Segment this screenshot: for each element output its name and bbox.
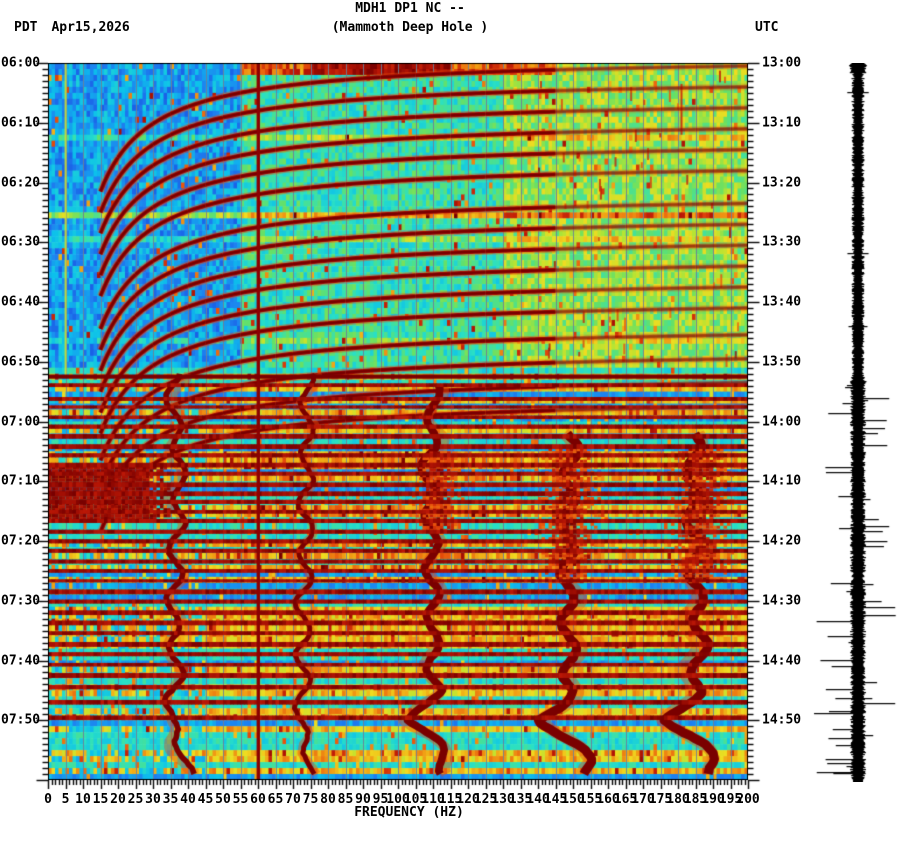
freq-tick-label: 95 — [372, 792, 389, 807]
freq-tick-label: 165 — [613, 792, 638, 807]
freq-tick-label: 65 — [267, 792, 284, 807]
left-time-label: 06:20 — [1, 175, 41, 190]
right-time-label: 13:50 — [762, 354, 802, 370]
freq-tick-label: 40 — [180, 792, 196, 807]
left-time-label: 06:40 — [1, 294, 41, 310]
freq-tick-label: 170 — [631, 792, 655, 807]
freq-tick-label: 75 — [302, 792, 319, 807]
freq-tick-label: 70 — [285, 792, 301, 807]
left-time-label: 06:00 — [1, 55, 41, 71]
freq-tick-label: 35 — [162, 792, 179, 807]
right-time-label: 14:30 — [762, 593, 802, 609]
freq-tick-label: 160 — [596, 792, 620, 807]
freq-tick-label: 150 — [561, 792, 585, 807]
freq-tick-label: 125 — [473, 792, 498, 807]
left-time-label: 06:10 — [1, 115, 41, 131]
freq-tick-label: 130 — [491, 792, 515, 807]
freq-tick-label: 10 — [75, 792, 91, 807]
right-time-label: 13:30 — [762, 234, 802, 250]
freq-tick-label: 120 — [456, 792, 480, 807]
freq-tick-label: 100 — [386, 792, 410, 807]
right-time-label: 13:00 — [762, 55, 802, 71]
left-time-label: 07:30 — [1, 593, 41, 609]
freq-tick-label: 30 — [145, 792, 161, 807]
right-time-label: 14:20 — [762, 533, 802, 549]
right-time-label: 14:10 — [762, 473, 802, 489]
freq-tick-label: 140 — [526, 792, 550, 807]
freq-tick-label: 80 — [320, 792, 336, 807]
right-time-label: 13:40 — [762, 294, 802, 310]
left-time-label: 07:50 — [1, 712, 41, 728]
freq-tick-label: 55 — [232, 792, 249, 807]
freq-tick-label: 190 — [701, 792, 725, 807]
freq-tick-label: 25 — [127, 792, 144, 807]
freq-tick-label: 105 — [403, 792, 428, 807]
left-time-label: 06:30 — [1, 234, 41, 250]
right-time-label: 14:50 — [762, 712, 802, 728]
freq-tick-label: 85 — [337, 792, 354, 807]
freq-tick-label: 115 — [438, 792, 463, 807]
freq-tick-label: 195 — [718, 792, 743, 807]
freq-tick-label: 155 — [578, 792, 603, 807]
right-time-label: 14:00 — [762, 414, 802, 429]
left-time-label: 07:10 — [1, 473, 41, 489]
freq-tick-label: 45 — [197, 792, 214, 807]
freq-tick-label: 200 — [736, 792, 760, 807]
left-time-label: 07:40 — [1, 653, 41, 668]
freq-tick-label: 0 — [44, 792, 52, 807]
left-time-label: 07:20 — [1, 533, 41, 549]
right-time-label: 13:10 — [762, 115, 802, 131]
freq-tick-label: 180 — [666, 792, 690, 807]
left-time-label: 06:50 — [1, 354, 41, 370]
right-time-label: 13:20 — [762, 175, 802, 190]
left-time-label: 07:00 — [1, 414, 41, 429]
freq-tick-label: 5 — [61, 792, 70, 807]
freq-tick-label: 15 — [92, 792, 109, 807]
freq-tick-label: 185 — [683, 792, 708, 807]
freq-tick-label: 145 — [543, 792, 568, 807]
freq-tick-label: 60 — [250, 792, 266, 807]
freq-tick-label: 90 — [355, 792, 371, 807]
freq-tick-label: 135 — [508, 792, 533, 807]
right-time-label: 14:40 — [762, 653, 802, 668]
freq-tick-label: 50 — [215, 792, 231, 807]
freq-tick-label: 110 — [421, 792, 445, 807]
x-axis-title: FREQUENCY (HZ) — [354, 805, 464, 820]
freq-tick-label: 175 — [648, 792, 673, 807]
freq-tick-label: 20 — [110, 792, 126, 807]
